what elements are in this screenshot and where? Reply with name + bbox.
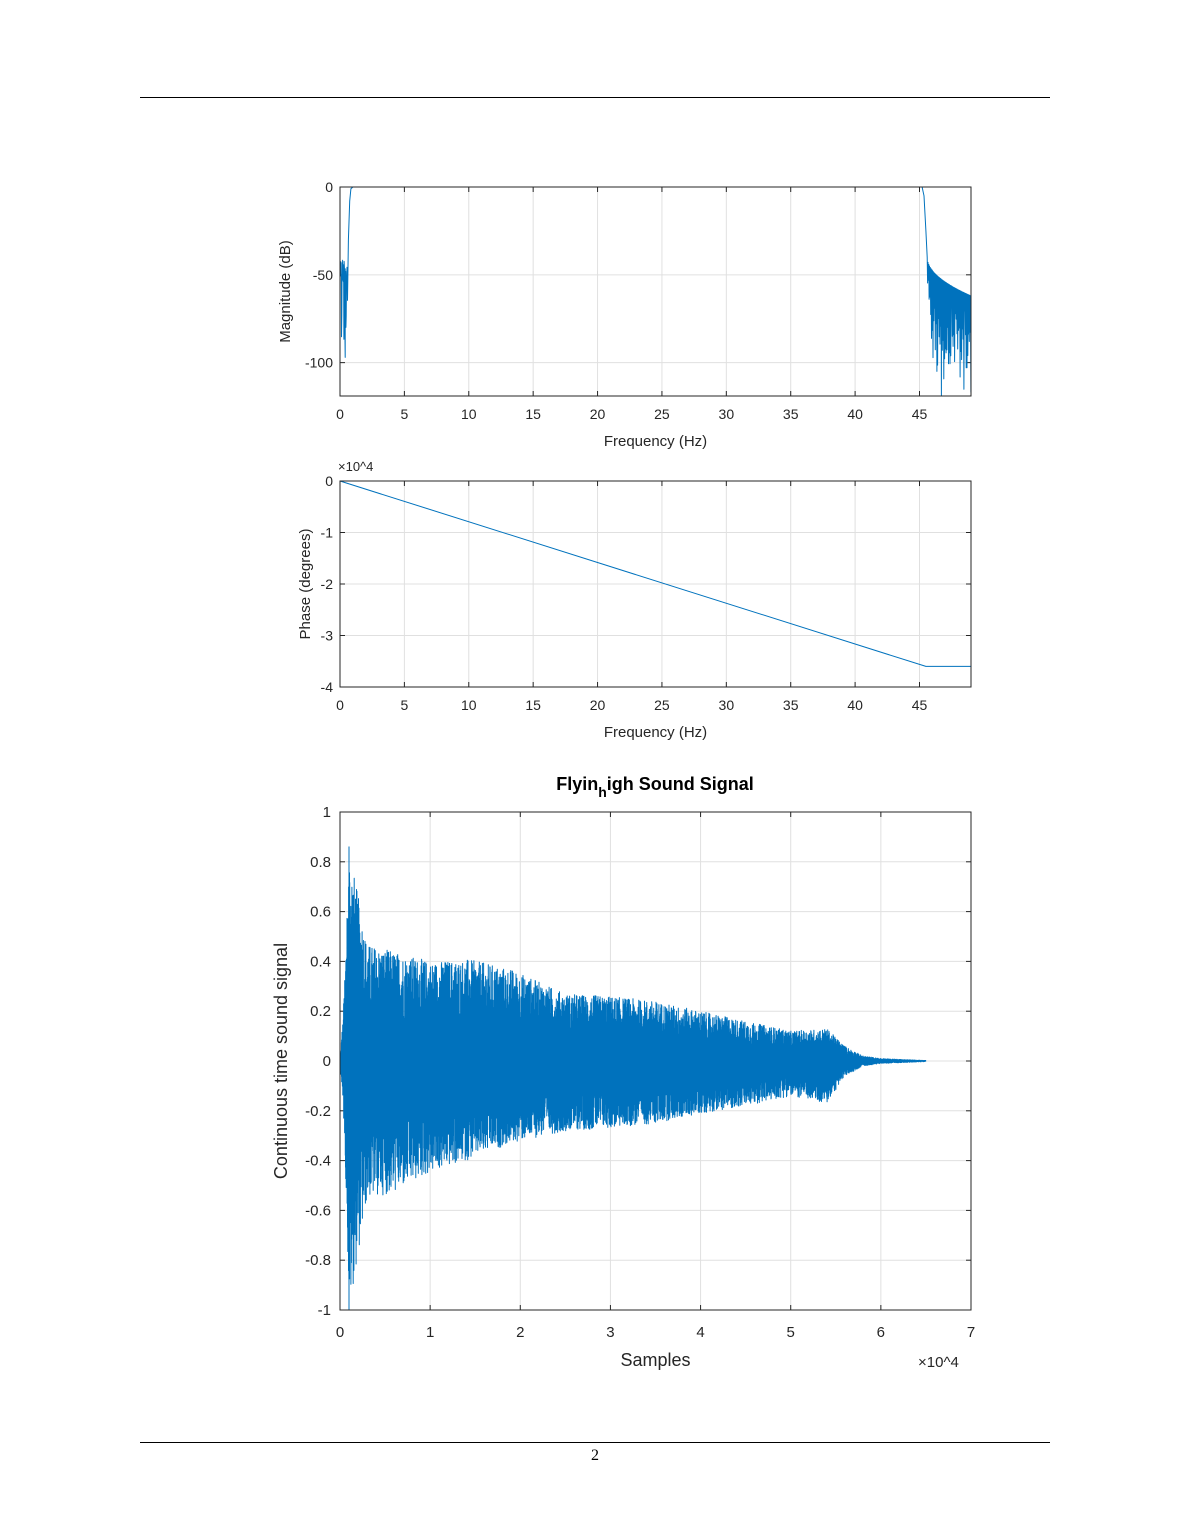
x-tick-label: 3 (606, 1324, 614, 1341)
page-number: 2 (591, 1447, 599, 1464)
magnitude-plot: 0 5 10 15 20 25 30 35 40 45 0 -50 -100 Frequency (Hz)… (277, 179, 972, 450)
x-tick-label: 15 (525, 697, 541, 713)
y-axis-label: Magnitude (dB) (277, 240, 294, 343)
x-tick-label: 7 (967, 1324, 975, 1341)
x-tick-label: 45 (912, 406, 928, 422)
x-tick-label: 45 (912, 697, 928, 713)
x-tick-label: 20 (590, 406, 606, 422)
x-tick-label: 2 (516, 1324, 524, 1341)
y-tick-label: 0 (323, 1053, 331, 1070)
x-tick-label: 0 (336, 406, 344, 422)
x-axis-label: Frequency (Hz) (604, 724, 707, 741)
x-tick-label: 35 (783, 406, 799, 422)
y-tick-label: -100 (305, 355, 333, 371)
x-tick-label: 15 (525, 406, 541, 422)
x-tick-label: 10 (461, 406, 477, 422)
phase-plot: 0 5 10 15 20 25 30 35 40 45 0 -1 -2 -3 -4 Frequency (Hz… (297, 473, 972, 741)
y-tick-label: 0.8 (310, 854, 331, 871)
y-axis-label: Continuous time sound signal (271, 943, 291, 1179)
y-tick-label: -4 (321, 679, 334, 695)
y-tick-label: -0.6 (305, 1202, 331, 1219)
x-tick-label: 40 (847, 697, 863, 713)
y-tick-label: -50 (313, 267, 333, 283)
plot-area (340, 187, 971, 396)
axes-box (339, 480, 972, 688)
y-tick-label: 0 (325, 179, 333, 195)
phase-exponent-label: ×10^4 (338, 459, 374, 474)
y-tick-label: 0.2 (310, 1003, 331, 1020)
phase-series-line (339, 480, 971, 667)
x-tick-label: 5 (787, 1324, 795, 1341)
y-tick-label: -0.4 (305, 1153, 331, 1170)
title-subscript: h (598, 784, 607, 800)
signal-exponent-label: ×10^4 (918, 1354, 959, 1371)
y-tick-label: -3 (321, 628, 334, 644)
y-tick-label: 0.6 (310, 904, 331, 921)
signal-series-line (339, 846, 927, 1311)
x-tick-label: 6 (877, 1324, 885, 1341)
x-tick-label: 20 (590, 697, 606, 713)
x-tick-label: 25 (654, 406, 670, 422)
y-tick-label: -2 (321, 576, 334, 592)
x-tick-label: 10 (461, 697, 477, 713)
y-tick-label: -0.8 (305, 1252, 331, 1269)
x-tick-label: 4 (696, 1324, 704, 1341)
y-tick-label: 0.4 (310, 953, 331, 970)
y-tick-label: 1 (323, 804, 331, 821)
x-tick-label: 5 (400, 406, 408, 422)
y-tick-label: 0 (325, 473, 333, 489)
x-tick-label: 35 (783, 697, 799, 713)
y-tick-label: -1 (318, 1302, 331, 1319)
y-tick-label: -0.2 (305, 1103, 331, 1120)
x-tick-label: 5 (400, 697, 408, 713)
x-axis-label: Frequency (Hz) (604, 433, 707, 450)
title-rest: igh Sound Signal (607, 774, 754, 794)
x-tick-label: 25 (654, 697, 670, 713)
axes-box (339, 811, 972, 1311)
x-tick-label: 30 (719, 406, 735, 422)
axes-box (339, 186, 972, 397)
x-tick-label: 0 (336, 697, 344, 713)
y-tick-label: -1 (321, 525, 334, 541)
x-axis-label: Samples (620, 1350, 690, 1370)
chart-title: Flyinhigh Sound Signal (556, 774, 754, 800)
title-main: Flyin (556, 774, 598, 794)
x-tick-label: 40 (847, 406, 863, 422)
x-tick-label: 1 (426, 1324, 434, 1341)
x-tick-label: 0 (336, 1324, 344, 1341)
x-tick-label: 30 (719, 697, 735, 713)
signal-plot: 0 1 2 3 4 5 6 7 1 0.8 0.6 0.4 0.2 0 -0.2 -0.4 -0.6 -0.8 -1… (271, 774, 975, 1370)
y-axis-label: Phase (degrees) (297, 529, 314, 640)
